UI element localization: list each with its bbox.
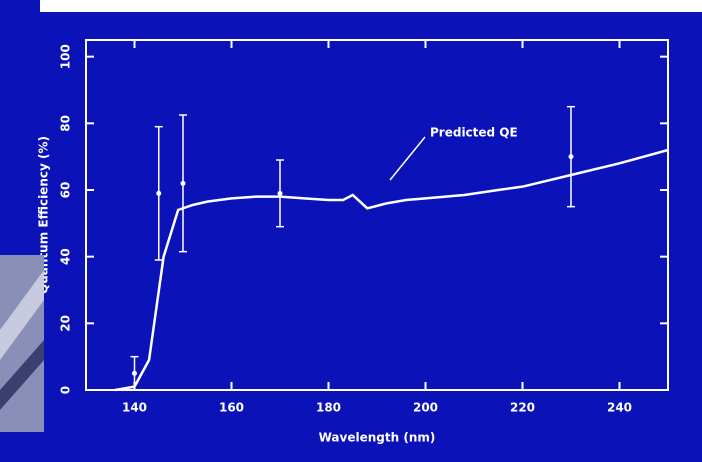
data-point: [568, 154, 574, 160]
y-tick-label: 20: [59, 315, 73, 332]
top-band: [40, 0, 702, 12]
data-point: [277, 190, 283, 196]
photo-overlay: [0, 255, 44, 432]
x-tick-label: 220: [510, 401, 535, 415]
qe-line: [114, 148, 669, 392]
annotation: Predicted QE: [430, 126, 518, 140]
y-tick-label: 80: [59, 115, 73, 132]
y-tick-label: 0: [59, 386, 73, 394]
y-tick-label: 40: [59, 248, 73, 265]
x-tick-label: 160: [219, 401, 244, 415]
x-tick-label: 240: [607, 401, 632, 415]
x-tick-label: 200: [413, 401, 438, 415]
data-point: [132, 370, 137, 376]
y-axis-label: Quantum Efficiency (%): [37, 136, 51, 294]
x-axis-label: Wavelength (nm): [319, 431, 436, 445]
x-tick-label: 140: [122, 401, 147, 415]
y-tick-label: 60: [59, 182, 73, 199]
plot-frame: [85, 39, 669, 391]
y-tick-label: 100: [59, 44, 73, 69]
data-point: [180, 180, 186, 186]
data-point: [156, 190, 162, 196]
x-tick-label: 180: [316, 401, 341, 415]
annotation-arrow: [389, 136, 426, 181]
